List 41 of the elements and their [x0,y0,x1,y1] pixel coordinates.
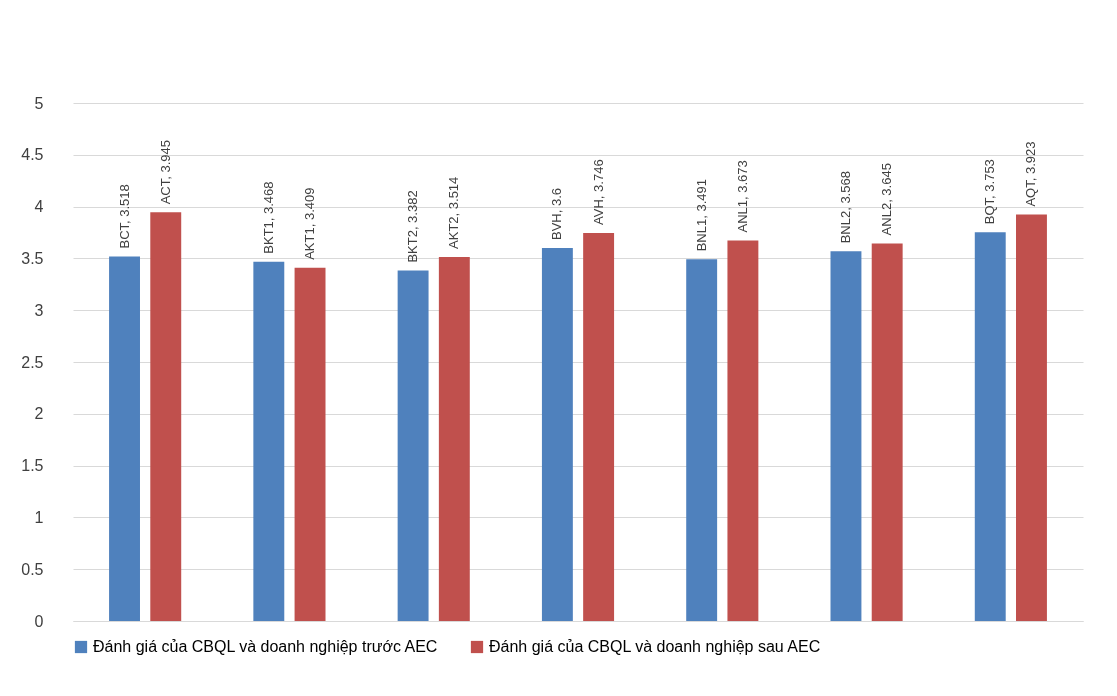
bar [150,212,182,621]
bar [583,232,615,621]
data-label: AQT, 3.923 [1023,141,1039,207]
y-tick-label: 0 [34,612,44,630]
bar [871,243,903,621]
bar [1016,214,1047,621]
y-tick-label: 1.5 [21,457,44,475]
data-label: BQT, 3.753 [982,159,998,225]
data-label: BNL2, 3.568 [837,171,853,244]
legend-label: Đánh giá của CBQL và doanh nghiệp sau AEC [489,638,821,655]
y-tick-label: 3 [34,301,44,319]
y-tick-label: 5 [34,94,44,112]
y-tick-label: 2 [34,405,44,423]
bar [253,261,285,621]
data-label: BVH, 3.6 [549,188,565,241]
legend-label: Đánh giá của CBQL và doanh nghiệp trước AEC [93,638,438,655]
data-label: ANL1, 3.673 [734,160,750,233]
bar [686,259,718,621]
data-label: AKT1, 3.409 [302,187,318,260]
bar [438,256,470,621]
bar [974,232,1006,621]
data-label: ACT, 3.945 [157,139,173,205]
bar [727,240,759,621]
data-label: BCT, 3.518 [116,184,132,249]
bar [830,251,862,621]
data-label: BKT2, 3.382 [405,190,421,263]
data-label: BKT1, 3.468 [260,181,276,254]
y-tick-label: 1 [34,508,44,526]
y-tick-label: 3.5 [21,249,44,267]
y-tick-label: 2.5 [21,353,44,371]
data-label: BNL1, 3.491 [693,179,709,252]
data-label: AKT2, 3.514 [446,176,462,249]
y-tick-label: 0.5 [21,560,44,578]
bar [541,248,573,621]
y-tick-label: 4.5 [21,146,44,164]
bar [109,256,140,621]
bar [294,267,326,621]
data-label: AVH, 3.746 [590,159,606,225]
bar [397,270,429,621]
y-tick-label: 4 [34,198,44,216]
data-label: ANL2, 3.645 [879,163,895,236]
